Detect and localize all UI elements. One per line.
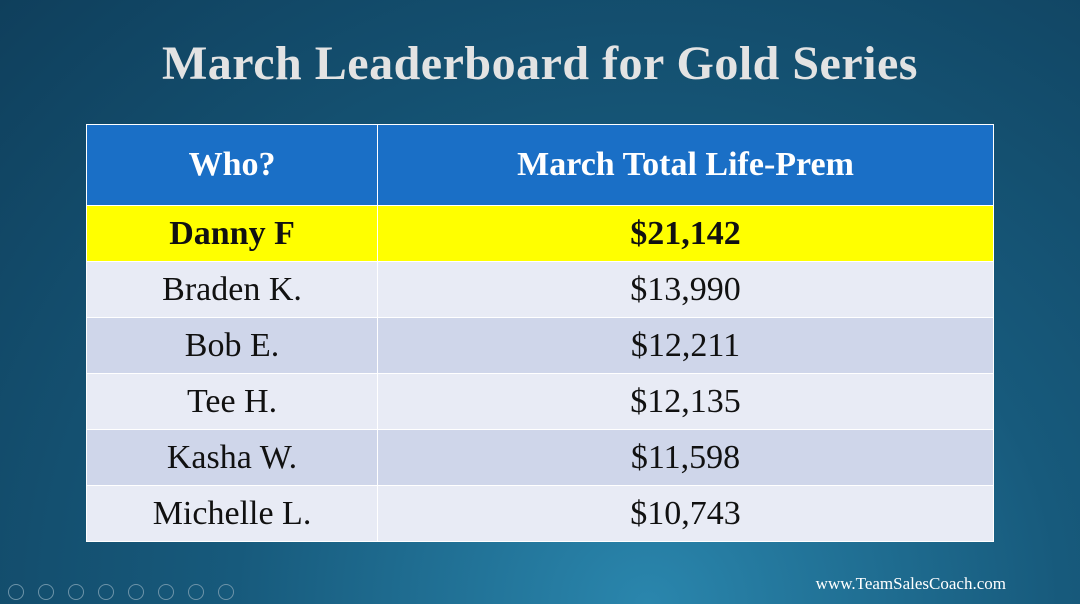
control-button[interactable] [158, 584, 174, 600]
name-cell: Bob E. [85, 317, 379, 374]
slide-controls [8, 584, 234, 600]
title: March Leaderboard for Gold Series [162, 37, 918, 90]
table-row: Danny F $21,142 [85, 205, 994, 262]
control-button[interactable] [8, 584, 24, 600]
name-cell: Braden K. [85, 261, 379, 318]
amount-cell: $10,743 [377, 485, 994, 542]
table-row: Bob E. $12,211 [85, 317, 994, 374]
amount-cell: $11,598 [377, 429, 994, 486]
table-row: Michelle L. $10,743 [85, 485, 994, 542]
table-row: Tee H. $12,135 [85, 373, 994, 430]
control-button[interactable] [128, 584, 144, 600]
footer: www.TeamSalesCoach.com [815, 574, 1006, 593]
control-button[interactable] [98, 584, 114, 600]
header-row: Who? March Total Life-Prem [85, 124, 994, 206]
amount-cell: $12,135 [377, 373, 994, 430]
control-button[interactable] [38, 584, 54, 600]
control-button[interactable] [218, 584, 234, 600]
amount-cell: $21,142 [377, 205, 994, 262]
name-cell: Danny F [85, 205, 379, 262]
amount-cell: $13,990 [377, 261, 994, 318]
amount-cell: $12,211 [377, 317, 994, 374]
header-cell: Who? [85, 124, 379, 206]
name-cell: Tee H. [85, 373, 379, 430]
leaderboard-table: Who? March Total Life-Prem Danny F $21,14… [85, 124, 994, 542]
table-row: Braden K. $13,990 [85, 261, 994, 318]
name-cell: Michelle L. [85, 485, 379, 542]
name-cell: Kasha W. [85, 429, 379, 486]
header-cell: March Total Life-Prem [377, 124, 994, 206]
control-button[interactable] [188, 584, 204, 600]
table-body: Danny F $21,142 Braden K. $13,990 Bob E. $12,… [85, 205, 994, 542]
control-button[interactable] [68, 584, 84, 600]
table-row: Kasha W. $11,598 [85, 429, 994, 486]
